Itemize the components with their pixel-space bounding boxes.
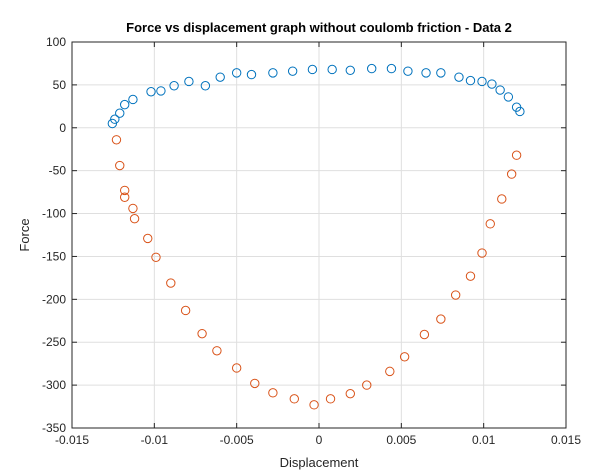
x-tick-label: 0.005 (386, 433, 416, 447)
x-tick-label: -0.015 (55, 433, 89, 447)
x-axis-label: Displacement (280, 455, 359, 470)
y-tick-label: -250 (42, 335, 66, 349)
y-tick-label: -200 (42, 292, 66, 306)
x-tick-label: 0.015 (551, 433, 581, 447)
y-tick-label: -50 (49, 164, 67, 178)
y-tick-label: -350 (42, 421, 66, 435)
x-tick-label: 0 (316, 433, 323, 447)
y-tick-label: 0 (59, 121, 66, 135)
y-axis-label: Force (17, 218, 32, 251)
x-tick-label: -0.01 (141, 433, 169, 447)
y-tick-label: -300 (42, 378, 66, 392)
y-tick-label: 50 (53, 78, 67, 92)
y-tick-label: -100 (42, 207, 66, 221)
y-tick-label: -150 (42, 249, 66, 263)
chart-title: Force vs displacement graph without coul… (126, 20, 512, 35)
x-tick-label: -0.005 (220, 433, 254, 447)
y-tick-label: 100 (46, 35, 66, 49)
x-tick-label: 0.01 (472, 433, 496, 447)
